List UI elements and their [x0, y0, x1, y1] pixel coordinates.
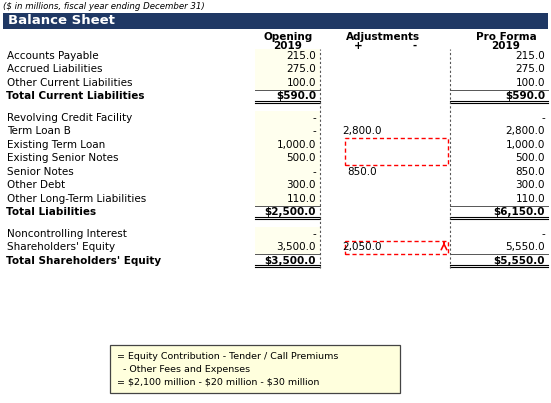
- Text: 3,500.0: 3,500.0: [277, 242, 316, 252]
- Text: Shareholders' Equity: Shareholders' Equity: [7, 242, 115, 252]
- Text: 215.0: 215.0: [515, 51, 545, 61]
- Text: Other Long-Term Liabilities: Other Long-Term Liabilities: [7, 194, 146, 204]
- Text: -: -: [312, 167, 316, 177]
- Text: 215.0: 215.0: [287, 51, 316, 61]
- Text: $6,150.0: $6,150.0: [494, 207, 545, 217]
- Text: Total Current Liabilities: Total Current Liabilities: [6, 91, 144, 101]
- Text: 850.0: 850.0: [347, 167, 377, 177]
- Text: Noncontrolling Interest: Noncontrolling Interest: [7, 229, 127, 239]
- Text: 300.0: 300.0: [287, 180, 316, 190]
- Bar: [255, 76, 320, 89]
- Text: Revolving Credit Facility: Revolving Credit Facility: [7, 113, 132, 123]
- Bar: [345, 241, 448, 254]
- Text: -: -: [312, 126, 316, 136]
- Text: 5,550.0: 5,550.0: [505, 242, 545, 252]
- Text: -: -: [312, 113, 316, 123]
- Text: 275.0: 275.0: [287, 64, 316, 74]
- Text: 2019: 2019: [491, 41, 521, 51]
- Text: $5,550.0: $5,550.0: [494, 256, 545, 266]
- Text: Other Current Liabilities: Other Current Liabilities: [7, 78, 132, 88]
- Text: $2,500.0: $2,500.0: [264, 207, 316, 217]
- Text: -: -: [312, 229, 316, 239]
- Bar: [255, 138, 320, 152]
- Text: 100.0: 100.0: [287, 78, 316, 88]
- Text: -: -: [413, 41, 417, 51]
- FancyBboxPatch shape: [110, 345, 400, 393]
- Text: Existing Senior Notes: Existing Senior Notes: [7, 153, 118, 163]
- Text: 1,000.0: 1,000.0: [277, 140, 316, 150]
- Bar: [3, 13, 548, 29]
- Text: 850.0: 850.0: [515, 167, 545, 177]
- Bar: [255, 179, 320, 192]
- Text: $3,500.0: $3,500.0: [264, 256, 316, 266]
- Text: 100.0: 100.0: [516, 78, 545, 88]
- Text: ($ in millions, fiscal year ending December 31): ($ in millions, fiscal year ending Decem…: [3, 2, 205, 11]
- Text: Opening: Opening: [263, 32, 312, 42]
- Text: 300.0: 300.0: [516, 180, 545, 190]
- Text: $590.0: $590.0: [276, 91, 316, 101]
- Text: 2,800.0: 2,800.0: [342, 126, 382, 136]
- Text: Senior Notes: Senior Notes: [7, 167, 74, 177]
- Text: Pro Forma: Pro Forma: [476, 32, 536, 42]
- Bar: [255, 49, 320, 62]
- Bar: [345, 138, 448, 165]
- Text: Total Liabilities: Total Liabilities: [6, 207, 96, 217]
- Bar: [255, 227, 320, 241]
- Text: 1,000.0: 1,000.0: [506, 140, 545, 150]
- Text: Accounts Payable: Accounts Payable: [7, 51, 99, 61]
- Text: = Equity Contribution - Tender / Call Premiums
  - Other Fees and Expenses
= $2,: = Equity Contribution - Tender / Call Pr…: [117, 352, 338, 387]
- Text: Accrued Liabilities: Accrued Liabilities: [7, 64, 102, 74]
- Bar: [255, 62, 320, 76]
- Text: 2,800.0: 2,800.0: [505, 126, 545, 136]
- Bar: [255, 111, 320, 125]
- Text: Total Shareholders' Equity: Total Shareholders' Equity: [6, 256, 161, 266]
- Text: Adjustments: Adjustments: [346, 32, 420, 42]
- Text: Balance Sheet: Balance Sheet: [8, 15, 115, 27]
- Text: -: -: [541, 113, 545, 123]
- Text: 110.0: 110.0: [287, 194, 316, 204]
- Text: $590.0: $590.0: [505, 91, 545, 101]
- Text: 2,050.0: 2,050.0: [342, 242, 382, 252]
- Text: 500.0: 500.0: [287, 153, 316, 163]
- Text: +: +: [354, 41, 363, 51]
- Bar: [255, 165, 320, 179]
- Text: -: -: [541, 229, 545, 239]
- Bar: [255, 125, 320, 138]
- Text: 110.0: 110.0: [515, 194, 545, 204]
- Bar: [255, 152, 320, 165]
- Bar: [255, 241, 320, 254]
- Text: 500.0: 500.0: [516, 153, 545, 163]
- Text: Term Loan B: Term Loan B: [7, 126, 71, 136]
- Text: Existing Term Loan: Existing Term Loan: [7, 140, 105, 150]
- Text: 2019: 2019: [273, 41, 302, 51]
- Text: 275.0: 275.0: [515, 64, 545, 74]
- Text: Other Debt: Other Debt: [7, 180, 65, 190]
- Bar: [255, 192, 320, 206]
